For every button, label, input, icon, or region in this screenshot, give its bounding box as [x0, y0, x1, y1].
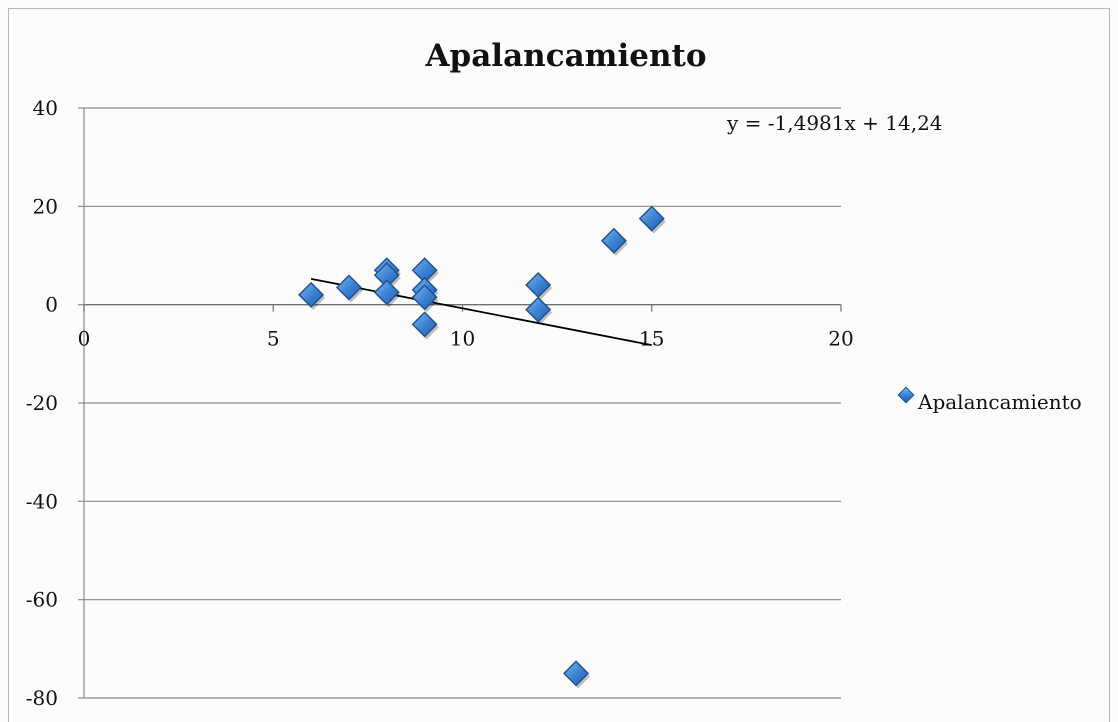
data-point	[373, 279, 401, 308]
y-tick-label: -20	[26, 391, 58, 415]
chart-title: Apalancamiento	[424, 38, 706, 74]
gridlines	[84, 107, 841, 699]
x-tick-label: 0	[78, 327, 91, 351]
data-point	[411, 257, 439, 286]
trendline	[310, 277, 652, 347]
data-point	[563, 660, 591, 689]
x-tick-label: 15	[639, 327, 664, 351]
legend-label: Apalancamiento	[917, 390, 1082, 414]
data-point	[335, 274, 363, 303]
legend-marker-icon	[897, 386, 915, 404]
trendline-equation: y = -1,4981x + 14,24	[726, 111, 943, 135]
trendline-path	[310, 277, 652, 347]
y-tick-label: -60	[26, 588, 58, 612]
y-tick-label: -40	[26, 489, 58, 513]
chart-frame	[8, 8, 1110, 722]
y-tick-label: 20	[33, 194, 58, 218]
x-tick-label: 20	[828, 327, 853, 351]
data-point	[298, 281, 326, 310]
legend: Apalancamiento	[897, 386, 1082, 414]
y-tick-label: 40	[33, 96, 58, 120]
x-tick-label: 5	[267, 327, 280, 351]
data-point	[525, 296, 553, 325]
data-point	[600, 227, 628, 256]
x-tick-labels: 0 5 10 15 20	[78, 327, 854, 351]
y-tick-label: 0	[45, 293, 58, 317]
data-point	[638, 205, 666, 234]
data-point	[411, 311, 439, 340]
data-point	[411, 284, 439, 313]
data-point	[525, 272, 553, 300]
axes	[78, 107, 842, 699]
y-tick-labels: 40 20 0 -20 -40 -60 -80	[26, 96, 58, 710]
x-tick-label: 10	[450, 327, 475, 351]
y-tick-label: -80	[26, 686, 58, 710]
data-points	[298, 205, 666, 689]
